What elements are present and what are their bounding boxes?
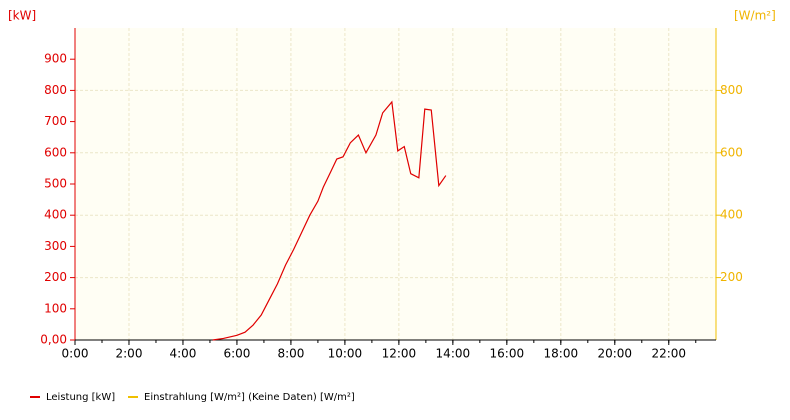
x-tick-label: 6:00 <box>223 347 250 361</box>
x-tick-label: 18:00 <box>544 347 579 361</box>
series-line <box>212 100 447 341</box>
y2-unit: [W/m²] <box>734 9 776 23</box>
y-tick-label: 200 <box>44 270 67 284</box>
x-tick-label: 14:00 <box>436 347 471 361</box>
x-tick-label: 20:00 <box>597 347 632 361</box>
y-tick-label: 100 <box>44 301 67 315</box>
x-tick-label: 12:00 <box>382 347 417 361</box>
x-tick-label: 8:00 <box>277 347 304 361</box>
plot-area <box>75 28 716 340</box>
x-tick-label: 2:00 <box>116 347 143 361</box>
x-tick-label: 0:00 <box>62 347 89 361</box>
y-tick-label: 300 <box>44 239 67 253</box>
y-tick-label: 800 <box>44 83 67 97</box>
y-unit: [kW] <box>8 9 36 23</box>
legend-label: Einstrahlung [W/m²] (Keine Daten) [W/m²] <box>144 392 355 403</box>
y-tick-label: 400 <box>44 208 67 222</box>
y2-tick-label: 600 <box>720 145 743 159</box>
x-tick-label: 22:00 <box>651 347 686 361</box>
y2-tick-label: 800 <box>720 83 743 97</box>
x-tick-label: 4:00 <box>169 347 196 361</box>
x-tick-label: 16:00 <box>490 347 525 361</box>
y2-tick-label: 400 <box>720 208 743 222</box>
x-tick-label: 10:00 <box>328 347 363 361</box>
y-tick-label: 600 <box>44 145 67 159</box>
y-tick-label: 0,00 <box>40 333 67 347</box>
y2-tick-label: 200 <box>720 270 743 284</box>
legend-label: Leistung [kW] <box>46 392 115 403</box>
y-tick-label: 700 <box>44 114 67 128</box>
y-tick-label: 500 <box>44 177 67 191</box>
y-tick-label: 900 <box>44 52 67 66</box>
